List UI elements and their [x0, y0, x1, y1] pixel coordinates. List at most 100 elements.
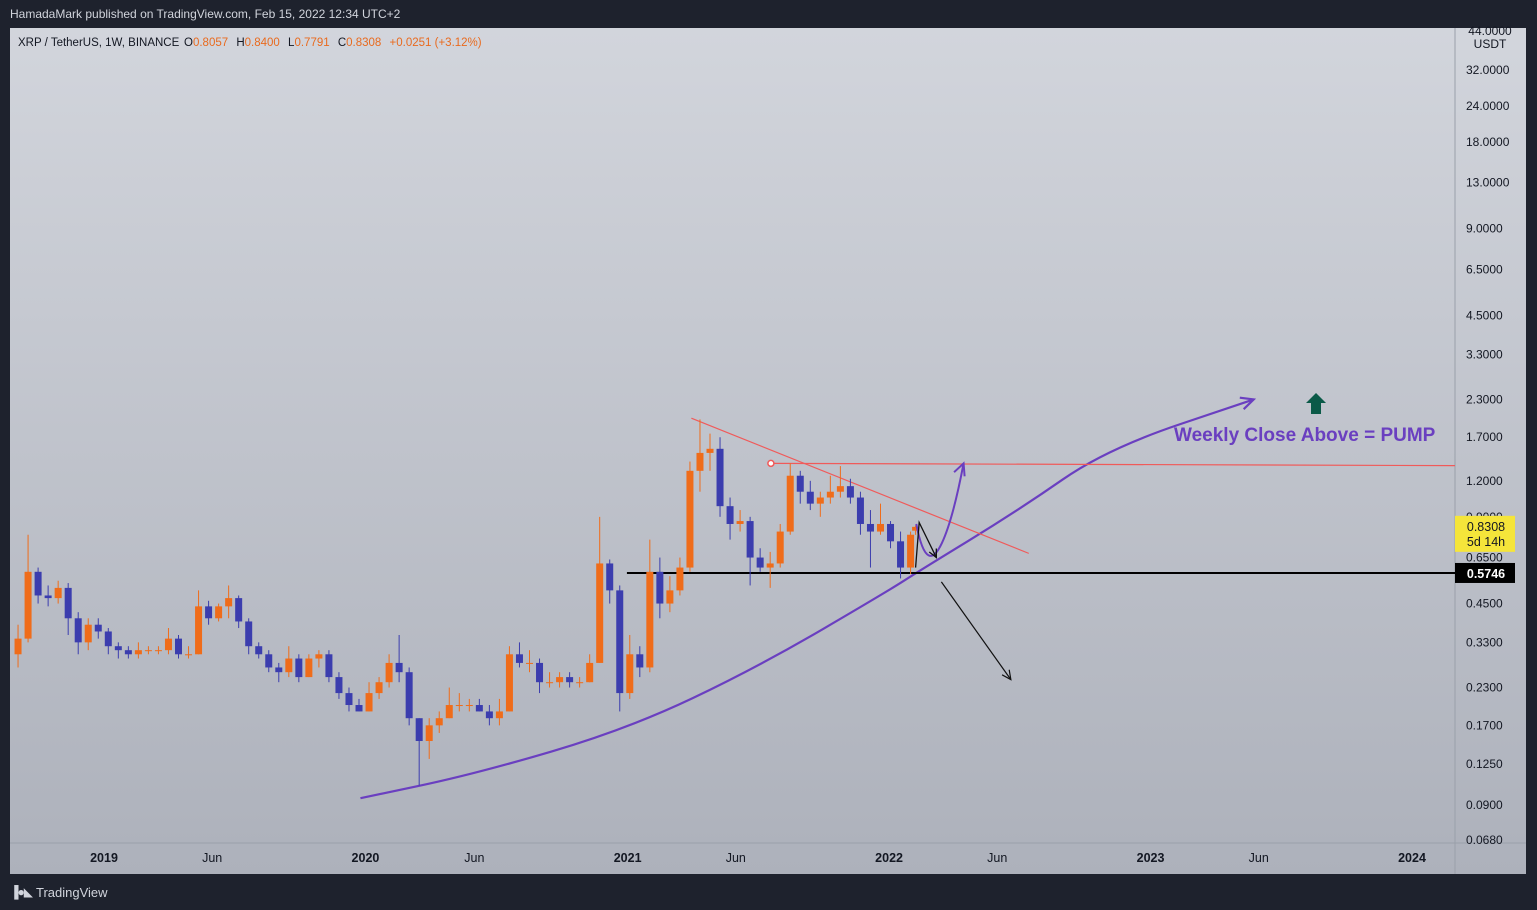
y-tick-label: 24.0000	[1466, 99, 1510, 113]
candle	[425, 718, 433, 759]
candle	[405, 667, 413, 726]
candle-body	[525, 662, 533, 664]
candle-body	[235, 598, 243, 622]
candle	[846, 478, 854, 504]
candle-body	[826, 491, 834, 498]
candle	[164, 628, 172, 655]
annotation-weekly-close[interactable]: Weekly Close Above = PUMP	[1174, 425, 1436, 446]
candle-body	[666, 590, 674, 604]
candle	[505, 646, 513, 712]
candle	[14, 624, 22, 668]
candle-body	[275, 667, 283, 673]
candle-body	[856, 497, 864, 524]
candle	[806, 480, 814, 511]
open-value: 0.8057	[193, 37, 228, 49]
candle	[626, 634, 634, 699]
x-tick-label: Jun	[202, 851, 222, 865]
candle-body	[636, 654, 644, 668]
candle	[485, 705, 493, 726]
candle-body	[505, 654, 513, 712]
candle-body	[84, 624, 92, 643]
x-tick-label: 2023	[1137, 851, 1165, 865]
candle-body	[164, 638, 172, 651]
candle	[766, 551, 774, 588]
candle	[305, 654, 313, 678]
candle	[636, 646, 644, 678]
y-tick-label: 0.4500	[1466, 597, 1503, 611]
candle	[265, 650, 273, 673]
candle-body	[546, 682, 554, 684]
x-tick-label: Jun	[726, 851, 746, 865]
candle-body	[736, 521, 744, 524]
candle	[415, 718, 423, 786]
y-tick-label: 4.5000	[1466, 308, 1503, 322]
candle	[54, 580, 62, 604]
resistance-line	[770, 462, 1455, 467]
candle-body	[646, 571, 654, 668]
candle	[856, 491, 864, 535]
y-tick-label: 3.3000	[1466, 347, 1503, 361]
candle	[556, 672, 564, 688]
y-axis-unit: USDT	[1474, 37, 1507, 51]
candle	[475, 698, 483, 712]
candle-body	[395, 662, 403, 673]
candle	[195, 590, 203, 655]
candle-body	[245, 621, 253, 647]
candle	[295, 654, 303, 683]
candle	[24, 534, 32, 643]
descending-trendline	[691, 417, 1029, 554]
candle-body	[746, 521, 754, 558]
candle	[706, 433, 714, 471]
x-tick-label: 2019	[90, 851, 118, 865]
x-tick-label: Jun	[987, 851, 1007, 865]
candle	[696, 419, 704, 492]
candle	[174, 634, 182, 659]
candle-body	[656, 571, 664, 604]
candle-body	[154, 650, 162, 652]
x-tick-label: 2022	[875, 851, 903, 865]
candle	[455, 693, 463, 712]
candle-body	[325, 654, 333, 678]
candle-body	[114, 646, 122, 651]
candle-body	[134, 650, 142, 655]
candle	[616, 585, 624, 712]
candle	[746, 516, 754, 586]
candle-body	[897, 541, 905, 568]
support-price-value: 0.5746	[1467, 567, 1505, 581]
candle-body	[626, 654, 634, 694]
candle	[495, 698, 503, 726]
candle	[716, 437, 724, 517]
x-tick-label: 2024	[1398, 851, 1426, 865]
candle-body	[866, 523, 874, 532]
candle	[586, 654, 594, 683]
candle-body	[716, 448, 724, 507]
candle-body	[14, 638, 22, 655]
candle-body	[696, 452, 704, 471]
candle-body	[405, 672, 413, 719]
candle-body	[335, 677, 343, 694]
publisher-header: HamadaMark published on TradingView.com,…	[0, 0, 1537, 28]
support-price-tag	[1455, 562, 1515, 583]
candle-body	[465, 705, 473, 707]
candle-body	[445, 705, 453, 719]
candle-body	[495, 711, 503, 719]
candle-body	[225, 598, 233, 607]
candle-body	[255, 646, 263, 655]
candle-body	[475, 705, 483, 712]
pump-up-arrow-icon	[1306, 392, 1327, 414]
y-tick-label: 6.5000	[1466, 262, 1503, 276]
candle	[285, 646, 293, 678]
tradingview-logo[interactable]: ▐●◣ TradingView	[10, 884, 108, 900]
candle	[245, 618, 253, 655]
candle	[596, 516, 604, 663]
x-tick-label: Jun	[464, 851, 484, 865]
candle	[876, 503, 884, 535]
y-tick-label: 18.0000	[1466, 135, 1510, 149]
candle	[606, 559, 614, 604]
candle	[515, 642, 523, 668]
candle	[235, 595, 243, 629]
candle-body	[796, 475, 804, 492]
candle	[836, 466, 844, 498]
candle-body	[415, 718, 423, 742]
